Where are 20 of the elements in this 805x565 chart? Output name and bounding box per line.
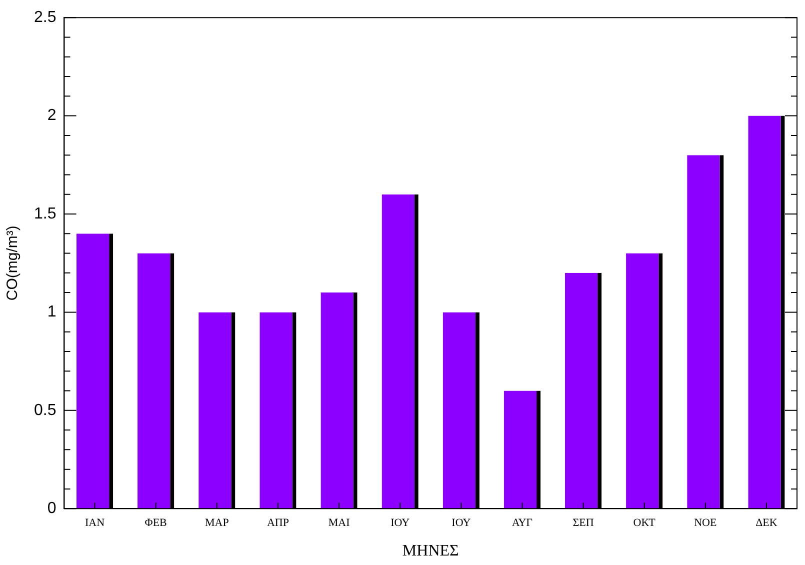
x-tick-label: ΟΚΤ bbox=[633, 517, 656, 530]
y-tick-label: 2.5 bbox=[34, 9, 56, 26]
x-tick-label: ΔΕΚ bbox=[756, 517, 778, 530]
y-tick-label: 1 bbox=[47, 304, 56, 321]
x-tick-label: ΝΟΕ bbox=[694, 517, 717, 530]
y-tick-label: 0.5 bbox=[34, 402, 56, 419]
x-tick-label: ΜΑΡ bbox=[204, 517, 229, 530]
x-tick-label: ΣΕΠ bbox=[572, 517, 594, 530]
x-axis-title: ΜΗΝΕΣ bbox=[402, 542, 459, 560]
x-tick-label: ΙΟΥ bbox=[390, 517, 410, 530]
x-tick-label: ΙΟΥ bbox=[452, 517, 471, 530]
x-tick-label: ΑΠΡ bbox=[266, 517, 289, 530]
x-tick-label: ΑΥΓ bbox=[512, 517, 533, 530]
y-tick-label: 2 bbox=[47, 107, 56, 124]
y-tick-label: 1.5 bbox=[34, 205, 56, 222]
x-tick-label: ΜΑΙ bbox=[328, 517, 350, 530]
x-tick-label: ΙΑΝ bbox=[84, 517, 105, 530]
y-axis-title: CO(mg/m³) bbox=[4, 226, 22, 301]
y-tick-label: 0 bbox=[47, 500, 56, 518]
x-tick-label: ΦΕΒ bbox=[144, 517, 167, 530]
